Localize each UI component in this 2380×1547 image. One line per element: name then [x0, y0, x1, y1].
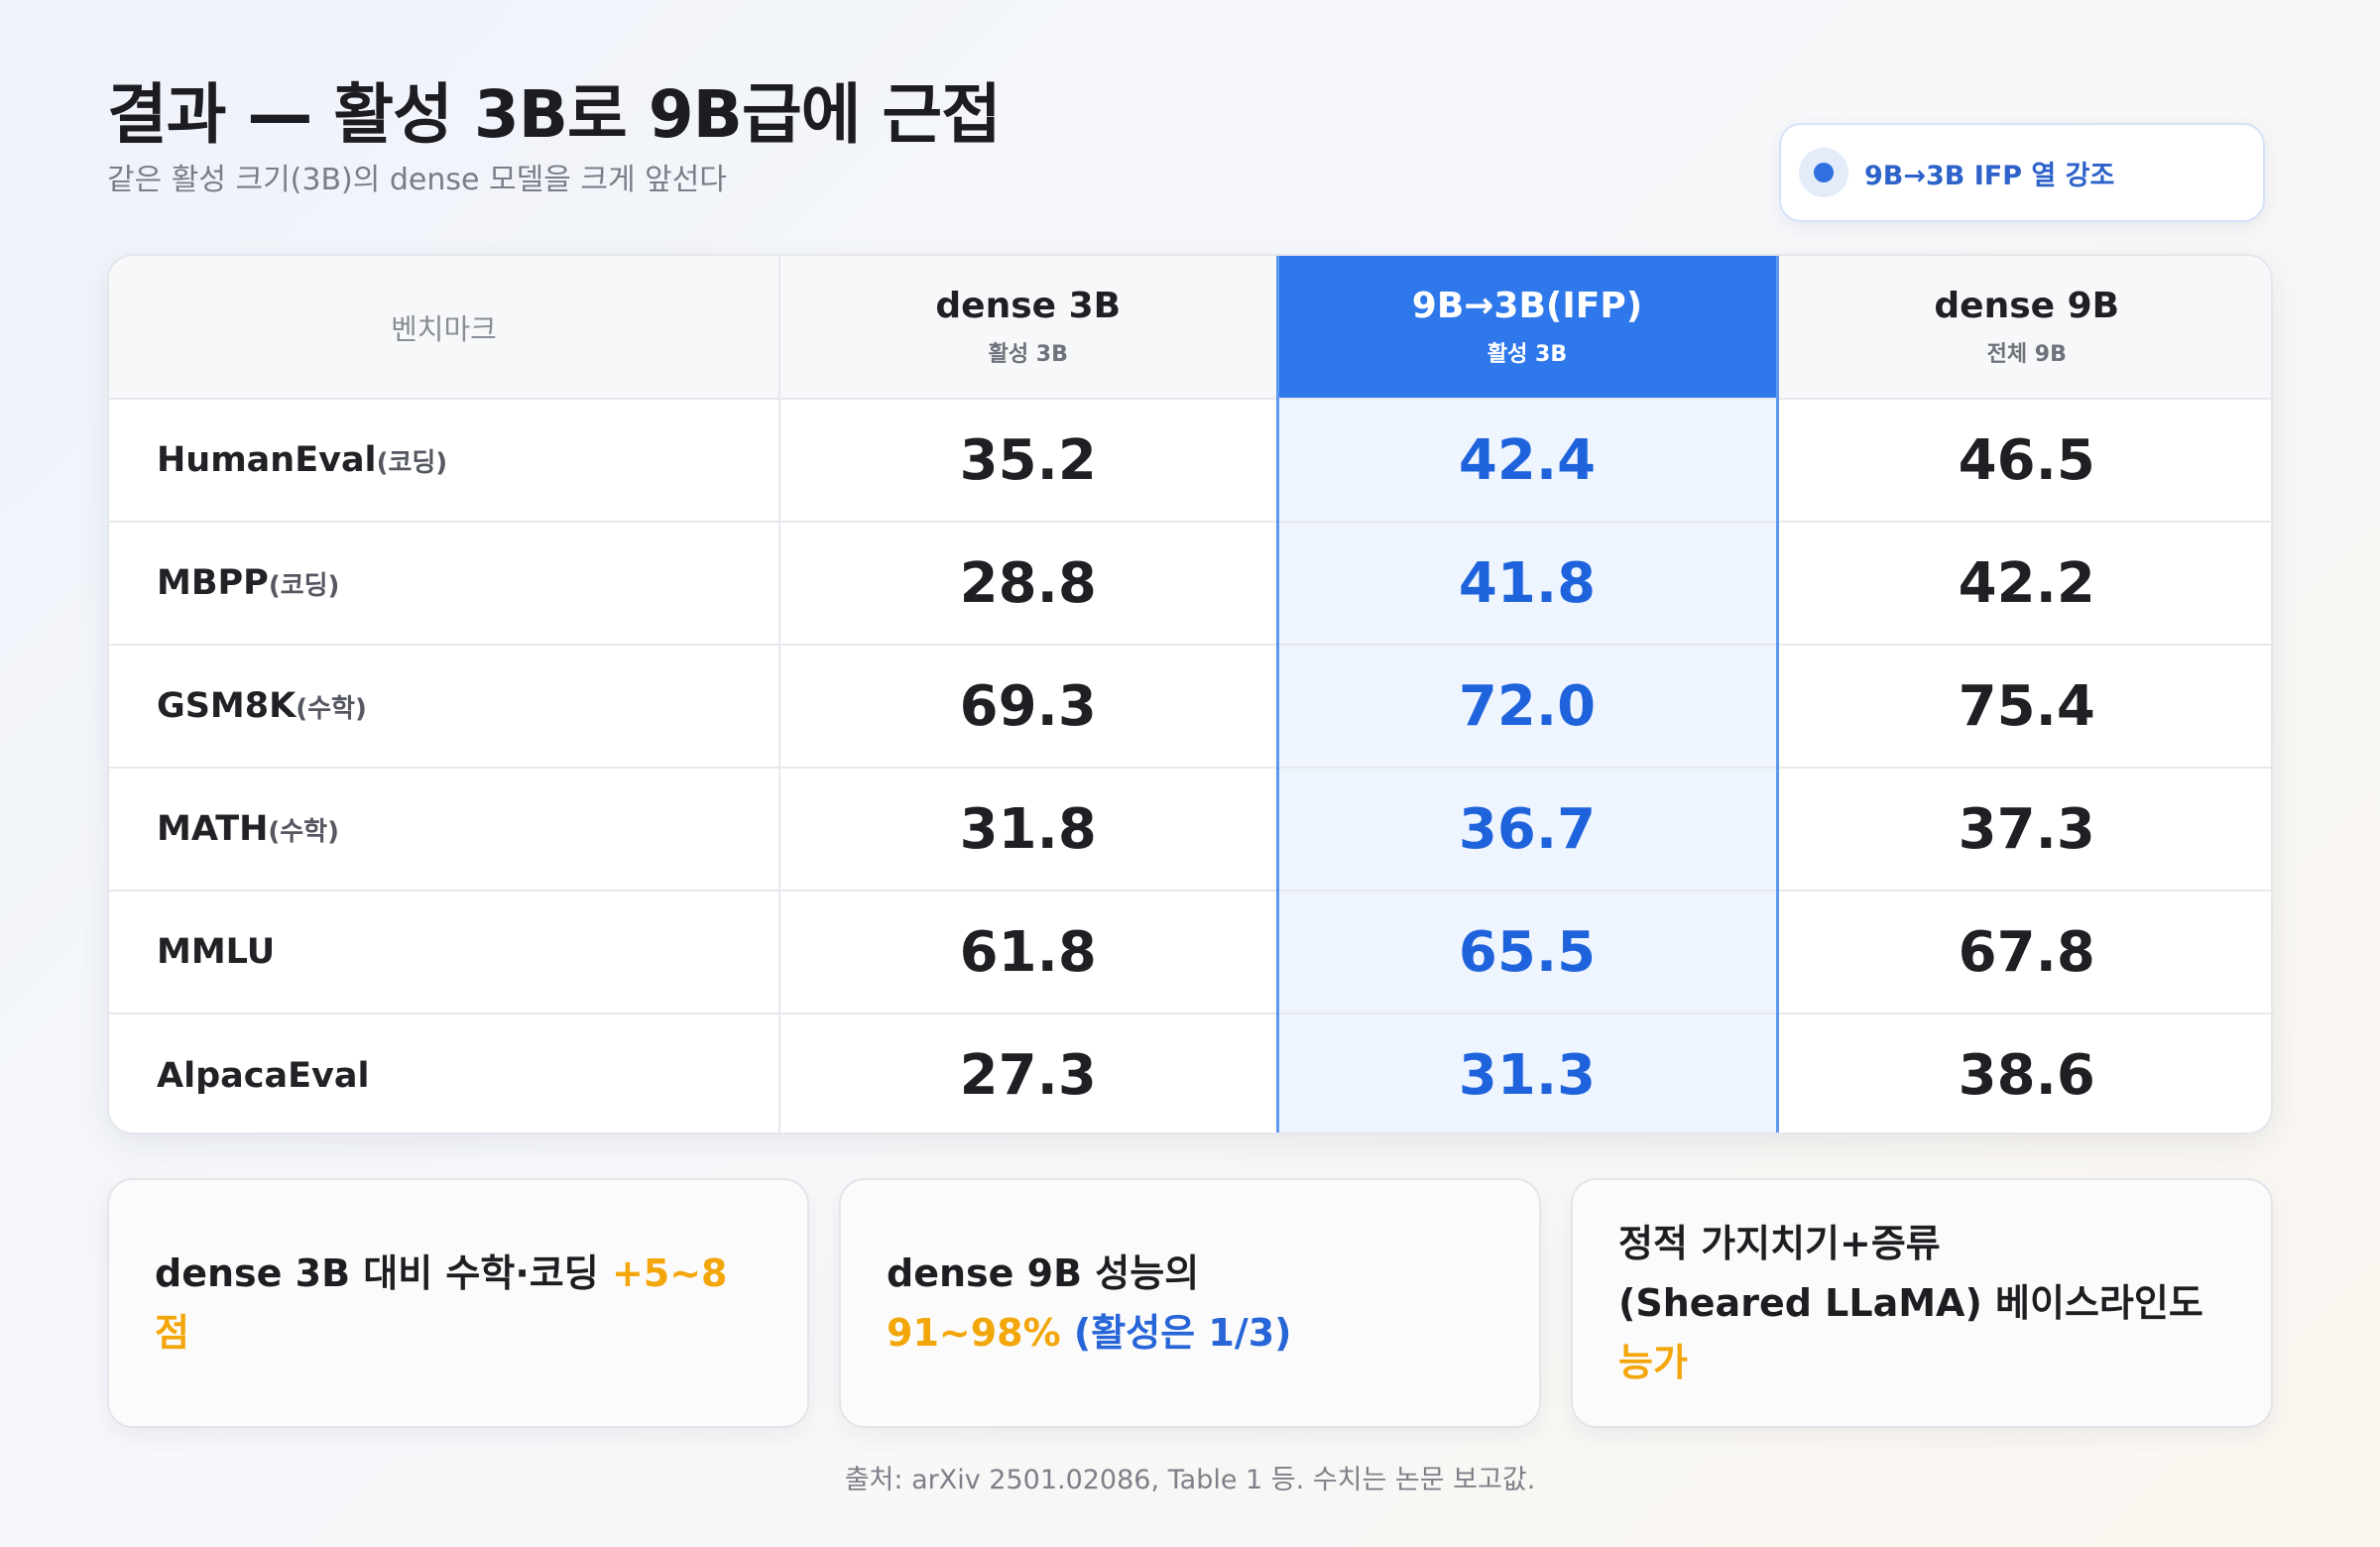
- table-row: HumanEval(코딩) 35.2 42.4 46.5: [109, 399, 2271, 523]
- card-highlight: +5~8점: [155, 1251, 728, 1355]
- column-header-dense-3b: dense 3B 활성 3B: [779, 256, 1278, 400]
- benchmark-cell: MATH(수학): [109, 768, 780, 892]
- card-line-2: 91~98% (활성은 1/3): [887, 1303, 1493, 1363]
- value-dense-9b: 38.6: [1958, 1043, 2095, 1108]
- column-name: 9B→3B(IFP): [1411, 286, 1643, 326]
- summary-card-math-coding: dense 3B 대비 수학·코딩 +5~8점: [107, 1178, 809, 1428]
- results-table: 벤치마크 dense 3B 활성 3B 9B→3B(IFP) 활성 3B den…: [109, 256, 2271, 1132]
- value-ifp: 42.4: [1275, 399, 1779, 523]
- value-ifp: 41.8: [1275, 522, 1779, 646]
- table-row: AlpacaEval 27.3 31.3 38.6: [109, 1013, 2271, 1132]
- benchmark-tag: (수학): [268, 817, 339, 847]
- page-subtitle: 같은 활성 크기(3B)의 dense 모델을 크게 앞선다: [107, 163, 727, 197]
- table-header-row: 벤치마크 dense 3B 활성 3B 9B→3B(IFP) 활성 3B den…: [109, 256, 2271, 400]
- value-dense-9b: 75.4: [1777, 645, 2271, 769]
- benchmark-name: HumanEval: [157, 440, 377, 480]
- value-ifp: 65.5: [1275, 891, 1779, 1014]
- source-footnote: 출처: arXiv 2501.02086, Table 1 등. 수치는 논문 …: [844, 1465, 1536, 1495]
- benchmark-column-header: 벤치마크: [109, 256, 780, 400]
- card-highlight: 능가: [1618, 1341, 1688, 1384]
- table-row: GSM8K(수학) 69.3 72.0 75.4: [109, 645, 2271, 769]
- page-title: 결과 — 활성 3B로 9B급에 근접: [107, 76, 1002, 153]
- card-text: dense 3B 대비 수학·코딩 +5~8점: [155, 1244, 762, 1363]
- value-dense-9b: 42.2: [1777, 522, 2271, 646]
- card-line-1: dense 9B 성능의: [887, 1251, 1200, 1295]
- value-ifp: 72.0: [1275, 645, 1779, 769]
- benchmark-cell: HumanEval(코딩): [109, 399, 780, 523]
- value-dense-3b: 35.2: [779, 399, 1278, 523]
- column-subtitle: 활성 3B: [1487, 342, 1568, 367]
- summary-card-performance-ratio: dense 9B 성능의 91~98% (활성은 1/3): [839, 1178, 1541, 1428]
- benchmark-name: MBPP: [157, 563, 269, 603]
- benchmark-cell: AlpacaEval: [109, 1013, 780, 1132]
- benchmark-name: AlpacaEval: [157, 1055, 370, 1096]
- value-dense-3b: 27.3: [779, 1013, 1278, 1132]
- benchmark-name: MMLU: [157, 932, 276, 972]
- toggle-label: 9B→3B IFP 열 강조: [1864, 160, 2115, 191]
- benchmark-name: GSM8K: [157, 686, 297, 726]
- benchmark-tag: (코딩): [268, 571, 340, 601]
- card-line-2: (Sheared LLaMA) 베이스라인도: [1618, 1281, 2203, 1325]
- value-dense-9b: 46.5: [1777, 399, 2271, 523]
- benchmark-tag: (수학): [296, 694, 367, 724]
- value-ifp: 31.3: [1275, 1013, 1779, 1132]
- toggle-indicator: [1799, 148, 1848, 197]
- benchmark-tag: (코딩): [376, 448, 448, 478]
- value-dense-9b: 67.8: [1777, 891, 2271, 1014]
- column-name: dense 3B: [935, 286, 1122, 326]
- card-highlight-percent: 91~98%: [887, 1311, 1061, 1355]
- column-subtitle: 전체 9B: [1986, 342, 2067, 367]
- benchmark-cell: MMLU: [109, 891, 780, 1014]
- benchmark-cell: GSM8K(수학): [109, 645, 780, 769]
- column-name: dense 9B: [1934, 286, 2120, 326]
- results-table-card: 벤치마크 dense 3B 활성 3B 9B→3B(IFP) 활성 3B den…: [107, 254, 2273, 1134]
- benchmark-name: MATH: [157, 809, 269, 849]
- table-row: MMLU 61.8 65.5 67.8: [109, 891, 2271, 1014]
- benchmark-cell: MBPP(코딩): [109, 522, 780, 646]
- card-body: dense 3B 대비 수학·코딩: [155, 1251, 612, 1295]
- card-line-1: 정적 가지치기+증류: [1618, 1222, 1941, 1265]
- highlight-ifp-column-toggle[interactable]: 9B→3B IFP 열 강조: [1779, 123, 2265, 222]
- table-row: MBPP(코딩) 28.8 41.8 42.2: [109, 522, 2271, 646]
- column-header-ifp: 9B→3B(IFP) 활성 3B: [1275, 256, 1779, 400]
- value-dense-9b: 37.3: [1777, 768, 2271, 892]
- radio-dot-icon: [1814, 163, 1834, 182]
- value-dense-3b: 31.8: [779, 768, 1278, 892]
- summary-card-baseline: 정적 가지치기+증류 (Sheared LLaMA) 베이스라인도 능가: [1571, 1178, 2273, 1428]
- value-dense-3b: 28.8: [779, 522, 1278, 646]
- card-highlight-active: (활성은 1/3): [1073, 1311, 1292, 1355]
- value-ifp: 36.7: [1275, 768, 1779, 892]
- column-header-dense-9b: dense 9B 전체 9B: [1777, 256, 2271, 400]
- table-row: MATH(수학) 31.8 36.7 37.3: [109, 768, 2271, 892]
- column-subtitle: 활성 3B: [988, 342, 1068, 367]
- value-dense-3b: 69.3: [779, 645, 1278, 769]
- value-dense-3b: 61.8: [779, 891, 1278, 1014]
